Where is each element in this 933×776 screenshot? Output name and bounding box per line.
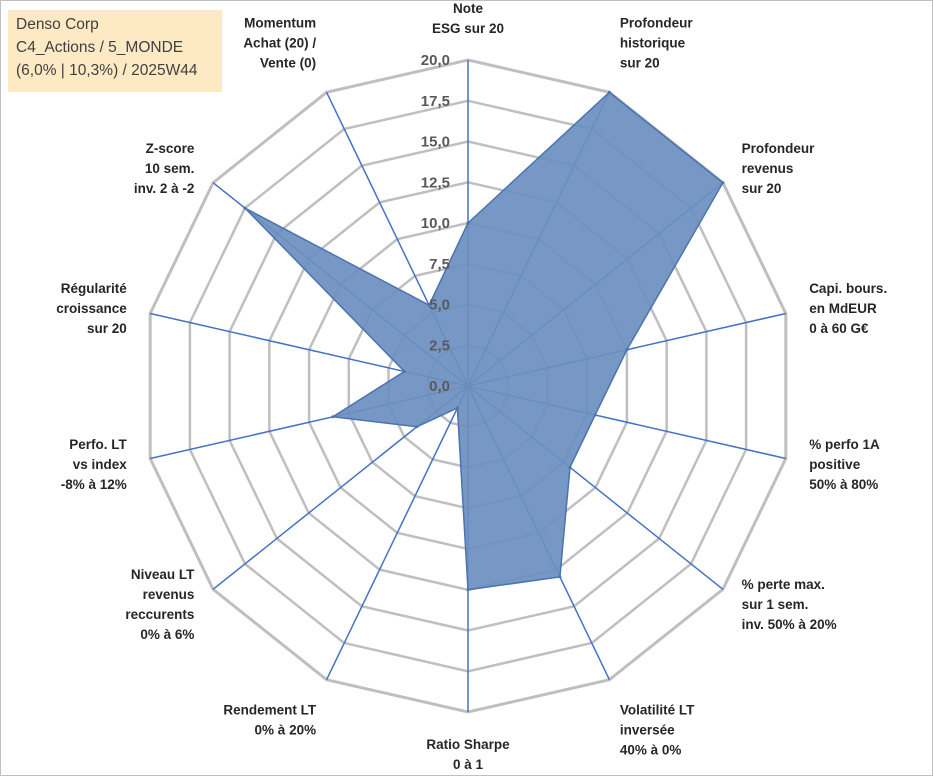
- axis-label-line: 0 à 60 G€: [809, 321, 869, 336]
- axis-label-line: 0 à 1: [453, 757, 484, 772]
- radial-tick-label: 2,5: [429, 337, 450, 354]
- data-point: [455, 406, 459, 410]
- axis-label-line: Niveau LT: [131, 567, 195, 582]
- axis-label-line: 0% à 20%: [255, 722, 317, 737]
- axis-label-line: historique: [620, 36, 686, 51]
- axis-label-line: % perfo 1A: [809, 437, 880, 452]
- axis-label-line: croissance: [56, 301, 127, 316]
- radial-tick-label: 7,5: [429, 256, 450, 273]
- data-point: [558, 575, 562, 579]
- axis-spoke: [325, 385, 469, 681]
- title-company: Denso Corp: [16, 16, 99, 33]
- axis-label-line: ESG sur 20: [432, 21, 504, 36]
- axis-label-line: inv. 2 à -2: [134, 181, 195, 196]
- data-point: [721, 181, 725, 185]
- radial-tick-label: 17,5: [421, 93, 450, 110]
- axis-label-line: sur 20: [742, 181, 782, 196]
- data-point: [625, 348, 629, 352]
- radar-tick-labels: 0,0 2,5 5,0 7,5 10,0 12,5 15,0 17,5 20,0: [421, 52, 450, 395]
- axis-label-line: Note: [453, 1, 483, 16]
- axis-label-line: Profondeur: [620, 16, 693, 31]
- data-point: [402, 370, 406, 373]
- axis-label-line: -8% à 12%: [61, 477, 127, 492]
- axis-label-line: 40% à 0%: [620, 742, 682, 757]
- axis-label-line: reccurents: [125, 607, 194, 622]
- axis-label-group: Volatilité LT inversée 40% à 0%: [620, 702, 695, 757]
- axis-label-group: Momentum Achat (20) / Vente (0): [243, 16, 316, 71]
- data-series-area: [244, 91, 724, 591]
- data-point: [331, 415, 335, 419]
- data-point: [415, 425, 419, 429]
- axis-label-line: sur 1 sem.: [742, 597, 809, 612]
- data-point: [607, 90, 611, 94]
- axis-label-group: Profondeur historique sur 20: [620, 16, 693, 71]
- axis-label-line: Profondeur: [742, 141, 815, 156]
- radial-tick-label: 15,0: [421, 134, 450, 151]
- axis-label-line: revenus: [742, 161, 794, 176]
- data-point: [427, 303, 431, 307]
- axis-label-line: Vente (0): [260, 56, 316, 71]
- axis-label-line: en MdEUR: [809, 301, 877, 316]
- axis-label-line: sur 20: [87, 321, 127, 336]
- axis-label-line: inv. 50% à 20%: [742, 617, 837, 632]
- title-portfolio: C4_Actions / 5_MONDE: [16, 39, 184, 56]
- axis-label-group: Note ESG sur 20: [432, 1, 504, 36]
- axis-label-line: 50% à 80%: [809, 477, 878, 492]
- axis-label-group: Rendement LT 0% à 20%: [223, 702, 317, 737]
- axis-label-line: Perfo. LT: [69, 437, 127, 452]
- data-point: [568, 465, 572, 469]
- radar-series: [243, 90, 725, 592]
- axis-label-line: 10 sem.: [145, 161, 195, 176]
- axis-label-line: Régularité: [61, 281, 128, 296]
- axis-label-line: positive: [809, 457, 861, 472]
- data-point: [243, 206, 247, 210]
- axis-label-group: % perfo 1A positive 50% à 80%: [809, 437, 880, 492]
- axis-label-line: Achat (20) /: [243, 36, 316, 51]
- chart-title-box: Denso Corp C4_Actions / 5_MONDE (6,0% | …: [8, 10, 222, 92]
- axis-label-group: Profondeur revenus sur 20: [742, 141, 815, 196]
- axis-label-line: 0% à 6%: [140, 627, 194, 642]
- radar-axis-labels: Note ESG sur 20 Profondeur historique sur 20…: [56, 1, 887, 772]
- radial-tick-label: 10,0: [421, 215, 450, 232]
- axis-label-group: % perte max. sur 1 sem. inv. 50% à 20%: [742, 577, 837, 632]
- axis-label-line: Rendement LT: [223, 702, 317, 717]
- axis-label-line: Z-score: [146, 141, 195, 156]
- title-stats: (6,0% | 10,3%) / 2025W44: [16, 62, 198, 79]
- data-point: [593, 413, 597, 417]
- axis-label-group: Régularité croissance sur 20: [56, 281, 127, 336]
- axis-label-line: vs index: [73, 457, 128, 472]
- axis-label-line: Volatilité LT: [620, 702, 695, 717]
- axis-label-group: Z-score 10 sem. inv. 2 à -2: [134, 141, 195, 196]
- axis-label-group: Perfo. LT vs index -8% à 12%: [61, 437, 128, 492]
- radial-tick-label: 0,0: [429, 378, 450, 395]
- axis-label-group: Capi. bours. en MdEUR 0 à 60 G€: [809, 281, 887, 336]
- axis-label-line: % perte max.: [742, 577, 825, 592]
- axis-label-line: inversée: [620, 722, 675, 737]
- axis-label-line: Capi. bours.: [809, 281, 887, 296]
- radial-tick-label: 5,0: [429, 297, 450, 314]
- axis-label-line: Ratio Sharpe: [426, 737, 510, 752]
- radial-tick-label: 20,0: [421, 52, 450, 69]
- data-point: [466, 221, 470, 225]
- axis-label-group: Ratio Sharpe 0 à 1: [426, 737, 510, 772]
- axis-label-line: revenus: [143, 587, 195, 602]
- axis-label-group: Niveau LT revenus reccurents 0% à 6%: [125, 567, 195, 642]
- axis-label-line: Momentum: [244, 16, 316, 31]
- axis-label-line: sur 20: [620, 56, 660, 71]
- data-point: [466, 588, 470, 592]
- radial-tick-label: 12,5: [421, 174, 450, 191]
